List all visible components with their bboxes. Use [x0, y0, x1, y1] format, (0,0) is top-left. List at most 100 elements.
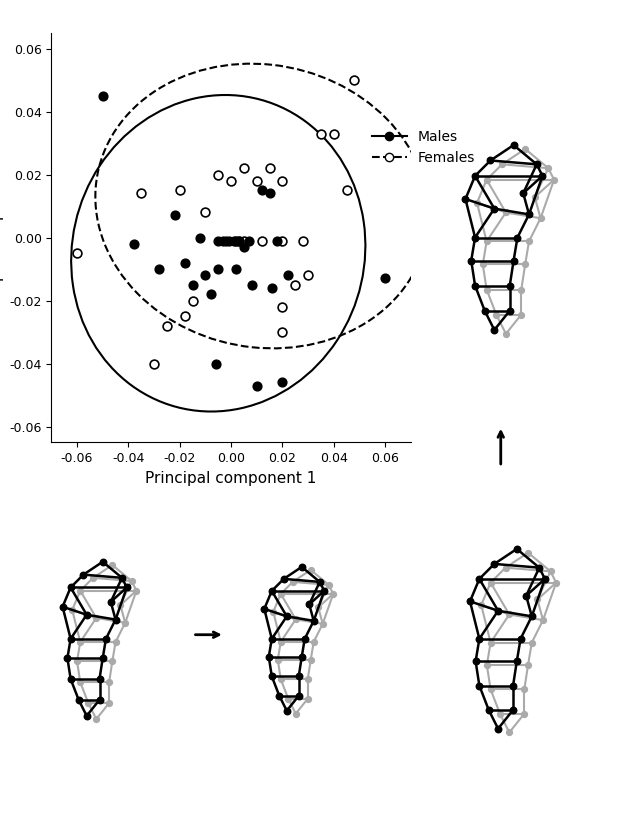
Point: [545, 565, 555, 578]
X-axis label: Principal component 1: Principal component 1: [146, 471, 317, 486]
Point: [495, 707, 505, 720]
Point: [277, 301, 288, 314]
Point: [265, 187, 275, 200]
Point: [549, 173, 559, 186]
Point: [267, 282, 277, 295]
Point: [247, 278, 257, 292]
Point: [483, 704, 494, 717]
Point: [279, 572, 289, 586]
Point: [266, 632, 277, 645]
Point: [78, 568, 89, 581]
Point: [266, 670, 277, 683]
Point: [75, 636, 85, 649]
Point: [200, 269, 211, 282]
Point: [169, 209, 180, 222]
Point: [302, 692, 313, 705]
Point: [277, 234, 288, 247]
Point: [474, 572, 485, 586]
Point: [518, 187, 528, 200]
Point: [65, 672, 76, 686]
Point: [501, 206, 511, 219]
Point: [218, 234, 229, 247]
Point: [508, 704, 518, 717]
Point: [470, 170, 480, 183]
Point: [482, 173, 492, 186]
Point: [493, 604, 503, 618]
Point: [88, 572, 98, 585]
Point: [512, 542, 522, 555]
Point: [82, 709, 92, 722]
Point: [187, 278, 198, 292]
Y-axis label: Principal component 2: Principal component 2: [0, 152, 4, 324]
Point: [244, 234, 254, 247]
Point: [275, 587, 286, 600]
Point: [162, 319, 172, 333]
Point: [107, 654, 117, 667]
Point: [293, 670, 304, 683]
Point: [239, 161, 249, 174]
Point: [91, 612, 101, 625]
Point: [508, 254, 519, 267]
Point: [231, 234, 241, 247]
Point: [132, 584, 142, 597]
Point: [67, 604, 77, 617]
Point: [75, 676, 85, 689]
Point: [104, 676, 114, 689]
Point: [328, 587, 338, 600]
Point: [303, 269, 313, 282]
Point: [272, 234, 282, 247]
Point: [98, 89, 108, 102]
Point: [282, 610, 292, 623]
Point: [116, 599, 126, 612]
Point: [480, 304, 490, 317]
Point: [117, 572, 127, 585]
Point: [293, 690, 304, 703]
Point: [485, 683, 496, 696]
Point: [489, 558, 499, 571]
Point: [101, 632, 111, 645]
Point: [298, 234, 308, 247]
Point: [122, 581, 132, 594]
Point: [120, 616, 130, 629]
Point: [306, 563, 316, 577]
Point: [128, 238, 139, 251]
Point: [505, 279, 515, 292]
Point: [200, 206, 211, 219]
Point: [304, 598, 315, 611]
Point: [257, 234, 267, 247]
Point: [534, 561, 544, 574]
Point: [519, 707, 530, 720]
Point: [98, 555, 108, 568]
Point: [291, 613, 301, 626]
Point: [472, 197, 482, 210]
Point: [471, 654, 481, 667]
Point: [65, 581, 76, 594]
Point: [282, 704, 292, 717]
Point: [497, 158, 507, 171]
Point: [537, 170, 548, 183]
Point: [252, 174, 262, 188]
Point: [211, 357, 221, 370]
Point: [504, 608, 514, 621]
Point: [282, 269, 293, 282]
Point: [470, 231, 480, 244]
Point: [265, 161, 275, 174]
Point: [524, 208, 534, 221]
Point: [532, 593, 542, 606]
Point: [154, 262, 164, 275]
Point: [523, 658, 533, 672]
Point: [234, 234, 244, 247]
Point: [98, 652, 108, 665]
Point: [297, 560, 307, 573]
Point: [319, 584, 329, 597]
Point: [485, 636, 496, 649]
Point: [104, 696, 114, 709]
Point: [264, 650, 274, 663]
Point: [229, 234, 239, 247]
Point: [94, 693, 105, 706]
Point: [482, 235, 492, 248]
Point: [268, 605, 279, 618]
Point: [516, 632, 526, 645]
Point: [512, 231, 523, 244]
Point: [107, 559, 117, 572]
